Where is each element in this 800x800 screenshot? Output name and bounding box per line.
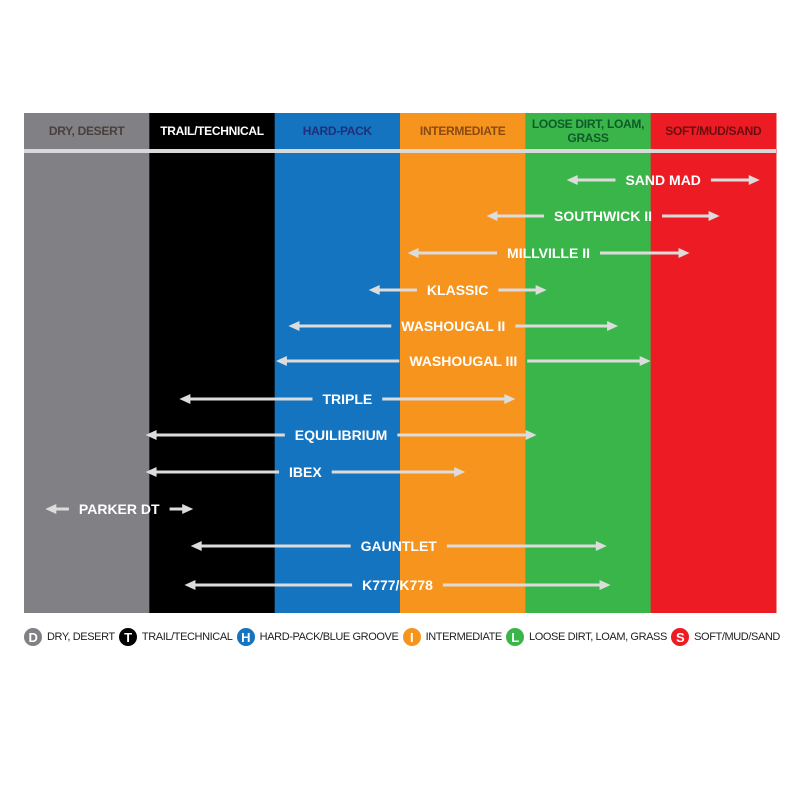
- arrow-right-icon: [599, 580, 611, 590]
- badge-h-icon: H: [236, 628, 255, 646]
- badge-t-icon: T: [118, 628, 137, 646]
- legend-label: HARD-PACK/BLUE GROOVE: [259, 631, 399, 643]
- column-D: [24, 113, 150, 613]
- arrow-right-icon: [454, 467, 466, 477]
- legend-item-trail: T TRAIL/TECHNICAL: [118, 628, 233, 646]
- column-L: [525, 113, 652, 613]
- legend-label: INTERMEDIATE: [425, 631, 503, 643]
- legend: D DRY, DESERT T TRAIL/TECHNICAL H HARD-PACK…: [24, 628, 780, 646]
- tire-label: KLASSIC: [427, 282, 488, 298]
- arrow-right-icon: [182, 504, 194, 514]
- tire-range: KLASSIC: [368, 282, 547, 298]
- arrow-left-icon: [288, 321, 300, 331]
- legend-item-soft: S SOFT/MUD/SAND: [671, 628, 780, 646]
- arrow-left-icon: [145, 430, 157, 440]
- legend-item-dry: D DRY, DESERT: [24, 628, 115, 646]
- tire-range: SOUTHWICK II: [486, 208, 720, 224]
- badge-d-icon: D: [24, 628, 42, 646]
- arrow-right-icon: [525, 430, 537, 440]
- tire-label: K777/K778: [362, 577, 433, 593]
- legend-item-intermediate: I INTERMEDIATE: [402, 628, 503, 646]
- tire-range: WASHOUGAL III: [275, 353, 651, 369]
- tire-label: PARKER DT: [79, 501, 160, 517]
- column-S: [650, 113, 777, 613]
- column-header: SOFT/MUD/SAND: [665, 124, 762, 138]
- tire-range: SAND MAD: [566, 172, 760, 188]
- arrow-left-icon: [145, 467, 157, 477]
- column-header: HARD-PACK: [303, 124, 373, 138]
- tire-label: EQUILIBRIUM: [295, 427, 388, 443]
- arrow-right-icon: [607, 321, 619, 331]
- tire-label: WASHOUGAL III: [409, 353, 517, 369]
- arrow-left-icon: [275, 356, 287, 366]
- legend-label: DRY, DESERT: [47, 631, 115, 643]
- tire-range: TRIPLE: [179, 391, 516, 407]
- tire-range: MILLVILLE II: [407, 245, 690, 261]
- arrow-right-icon: [639, 356, 651, 366]
- arrow-right-icon: [535, 285, 547, 295]
- tire-label: GAUNTLET: [361, 538, 438, 554]
- arrow-left-icon: [184, 580, 196, 590]
- arrow-left-icon: [486, 211, 498, 221]
- tire-range: EQUILIBRIUM: [145, 427, 537, 443]
- column-H: [274, 113, 401, 613]
- column-header: LOOSE DIRT, LOAM, GRASS: [532, 117, 644, 145]
- legend-item-hardpack: H HARD-PACK/BLUE GROOVE: [236, 628, 399, 646]
- tire-range: PARKER DT: [45, 501, 194, 517]
- arrow-right-icon: [678, 248, 690, 258]
- badge-l-icon: L: [506, 628, 525, 646]
- tire-range: K777/K778: [184, 577, 611, 593]
- arrow-left-icon: [190, 541, 202, 551]
- tire-label: MILLVILLE II: [507, 245, 590, 261]
- column-header: DRY, DESERT: [49, 124, 126, 138]
- column-header: TRAIL/TECHNICAL: [160, 124, 264, 138]
- column-T: [149, 113, 276, 613]
- arrow-left-icon: [45, 504, 57, 514]
- arrow-left-icon: [179, 394, 191, 404]
- arrow-right-icon: [748, 175, 760, 185]
- arrow-right-icon: [504, 394, 516, 404]
- tire-range: WASHOUGAL II: [288, 318, 619, 334]
- tire-label: SAND MAD: [625, 172, 700, 188]
- column-header: INTERMEDIATE: [420, 124, 506, 138]
- legend-label: TRAIL/TECHNICAL: [141, 631, 233, 643]
- header-divider: [24, 149, 776, 153]
- badge-i-icon: I: [402, 628, 421, 646]
- arrow-right-icon: [595, 541, 607, 551]
- arrow-left-icon: [566, 175, 578, 185]
- legend-item-loose: L LOOSE DIRT, LOAM, GRASS: [506, 628, 667, 646]
- tire-label: WASHOUGAL II: [401, 318, 505, 334]
- legend-label: SOFT/MUD/SAND: [694, 631, 780, 643]
- tire-range: IBEX: [145, 464, 466, 480]
- column-I: [400, 113, 526, 613]
- tire-label: SOUTHWICK II: [554, 208, 652, 224]
- tire-range: GAUNTLET: [190, 538, 607, 554]
- tire-label: TRIPLE: [322, 391, 372, 407]
- arrow-left-icon: [407, 248, 419, 258]
- legend-label: LOOSE DIRT, LOAM, GRASS: [529, 631, 667, 643]
- badge-s-icon: S: [671, 628, 690, 646]
- arrow-right-icon: [708, 211, 720, 221]
- arrow-left-icon: [368, 285, 380, 295]
- tire-label: IBEX: [289, 464, 322, 480]
